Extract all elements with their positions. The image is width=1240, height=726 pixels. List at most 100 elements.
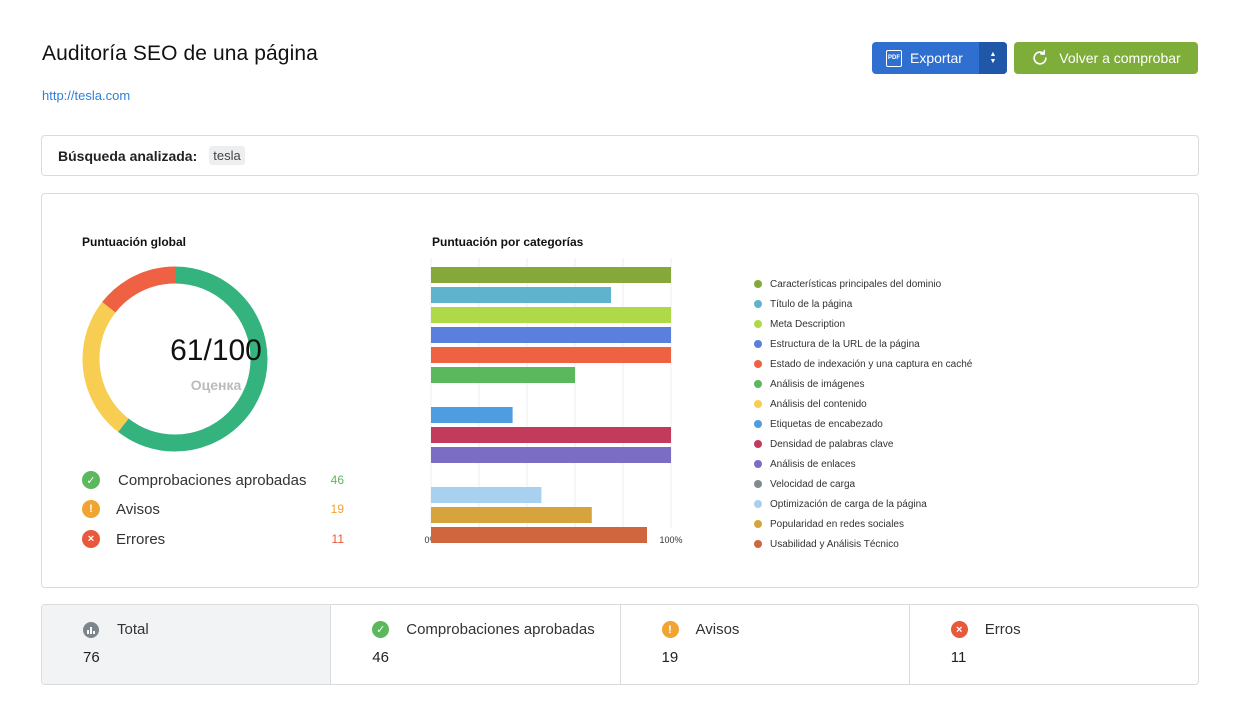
legend-item[interactable]: Meta Description <box>754 314 1034 334</box>
legend-label: Optimización de carga de la página <box>770 498 927 510</box>
legend-item[interactable]: Popularidad en redes sociales <box>754 514 1034 534</box>
bar[interactable] <box>431 447 671 463</box>
summary-total-label: Total <box>117 621 149 638</box>
stat-errors-label: Errores <box>116 530 166 548</box>
summary-total-value: 76 <box>83 649 100 666</box>
legend-label: Meta Description <box>770 318 846 330</box>
legend-item[interactable]: Análisis de imágenes <box>754 374 1034 394</box>
legend-dot-icon <box>754 480 762 488</box>
recheck-button[interactable]: Volver a comprobar <box>1014 42 1198 74</box>
legend-label: Etiquetas de encabezado <box>770 418 883 430</box>
summary-warnings[interactable]: ! Avisos 19 <box>621 605 910 684</box>
legend-item[interactable]: Estructura de la URL de la página <box>754 334 1034 354</box>
legend-label: Popularidad en redes sociales <box>770 518 904 530</box>
bar[interactable] <box>431 427 671 443</box>
legend-item[interactable]: Usabilidad y Análisis Técnico <box>754 534 1034 554</box>
analyzed-query-bar: Búsqueda analizada: tesla <box>41 135 1199 176</box>
stat-passed-label: Comprobaciones aprobadas <box>118 471 307 489</box>
legend-label: Estructura de la URL de la página <box>770 338 920 350</box>
legend-item[interactable]: Análisis de enlaces <box>754 454 1034 474</box>
recheck-label: Volver a comprobar <box>1059 50 1181 66</box>
pdf-icon: PDF <box>886 49 902 67</box>
legend-dot-icon <box>754 500 762 508</box>
legend-dot-icon <box>754 440 762 448</box>
error-icon: × <box>82 530 100 548</box>
legend-dot-icon <box>754 300 762 308</box>
caret-down-icon: ▼ <box>989 58 997 65</box>
bar[interactable] <box>431 287 611 303</box>
legend-label: Análisis de imágenes <box>770 378 865 390</box>
summary-total[interactable]: Total 76 <box>42 605 332 684</box>
bar[interactable] <box>431 487 542 503</box>
legend-dot-icon <box>754 280 762 288</box>
stat-passed-count: 46 <box>330 473 344 487</box>
legend-label: Velocidad de carga <box>770 478 856 490</box>
legend-item[interactable]: Características principales del dominio <box>754 274 1034 294</box>
summary-errors-value: 11 <box>950 649 967 666</box>
legend-item[interactable]: Etiquetas de encabezado <box>754 414 1034 434</box>
check-icon: ✓ <box>82 471 100 489</box>
stat-warnings-label: Avisos <box>116 500 160 518</box>
x-tick-label: 100% <box>659 535 682 545</box>
warning-icon: ! <box>82 500 100 518</box>
stat-errors: × Errores 11 <box>82 529 352 549</box>
global-score-title: Puntuación global <box>82 235 186 249</box>
legend-label: Estado de indexación y una captura en ca… <box>770 358 973 370</box>
check-icon: ✓ <box>372 621 390 638</box>
summary-errors-label: Erros <box>984 621 1021 638</box>
legend-dot-icon <box>754 420 762 428</box>
score-label: Оценка <box>190 377 242 393</box>
global-score-donut <box>82 266 268 452</box>
page-url-link[interactable]: http://tesla.com <box>42 88 131 103</box>
bar[interactable] <box>431 347 671 363</box>
summary-passed-value: 46 <box>372 649 389 666</box>
stat-passed: ✓ Comprobaciones aprobadas 46 <box>82 470 352 490</box>
summary-errors[interactable]: × Erros 11 <box>910 605 1198 684</box>
error-icon: × <box>950 621 968 638</box>
category-score-title: Puntuación por categorías <box>432 235 584 249</box>
bar[interactable] <box>431 527 647 543</box>
legend-dot-icon <box>754 360 762 368</box>
donut-segment-1 <box>82 266 268 452</box>
legend-dot-icon <box>754 540 762 548</box>
category-bar-chart: 0%20%40%60%80%100% <box>424 258 683 545</box>
legend-item[interactable]: Velocidad de carga <box>754 474 1034 494</box>
bar[interactable] <box>431 367 575 383</box>
legend-item[interactable]: Densidad de palabras clave <box>754 434 1034 454</box>
bar[interactable] <box>431 407 513 423</box>
chart-icon <box>83 621 99 638</box>
legend-dot-icon <box>754 460 762 468</box>
query-label: Búsqueda analizada: <box>58 147 198 164</box>
bar[interactable] <box>431 327 671 343</box>
stat-warnings-count: 19 <box>330 502 344 516</box>
legend-dot-icon <box>754 520 762 528</box>
export-button-group: PDF Exportar ▲ ▼ <box>872 42 1007 74</box>
query-tag: tesla <box>209 146 245 165</box>
legend-dot-icon <box>754 320 762 328</box>
legend-item[interactable]: Análisis del contenido <box>754 394 1034 414</box>
refresh-icon <box>1033 49 1047 65</box>
legend-dot-icon <box>754 400 762 408</box>
stat-warnings: ! Avisos 19 <box>82 499 352 519</box>
legend-item[interactable]: Optimización de carga de la página <box>754 494 1034 514</box>
page-title: Auditoría SEO de una página <box>42 42 318 65</box>
summary-warnings-value: 19 <box>661 649 679 666</box>
export-button[interactable]: PDF Exportar <box>872 42 979 74</box>
legend-label: Análisis del contenido <box>770 398 867 410</box>
summary-strip: Total 76 ✓ Comprobaciones aprobadas 46 !… <box>41 604 1199 685</box>
bar[interactable] <box>431 307 671 323</box>
bar[interactable] <box>431 267 671 283</box>
summary-passed[interactable]: ✓ Comprobaciones aprobadas 46 <box>331 605 621 684</box>
stat-errors-count: 11 <box>331 532 344 546</box>
score-panel <box>41 193 1199 588</box>
legend-item[interactable]: Estado de indexación y una captura en ca… <box>754 354 1034 374</box>
summary-warnings-label: Avisos <box>695 621 740 638</box>
legend-label: Densidad de palabras clave <box>770 438 894 450</box>
legend-dot-icon <box>754 380 762 388</box>
legend-label: Características principales del dominio <box>770 278 942 290</box>
export-options-button[interactable]: ▲ ▼ <box>979 42 1007 74</box>
caret-up-icon: ▲ <box>989 51 997 58</box>
legend-item[interactable]: Título de la página <box>754 294 1034 314</box>
legend-dot-icon <box>754 340 762 348</box>
bar[interactable] <box>431 507 592 523</box>
